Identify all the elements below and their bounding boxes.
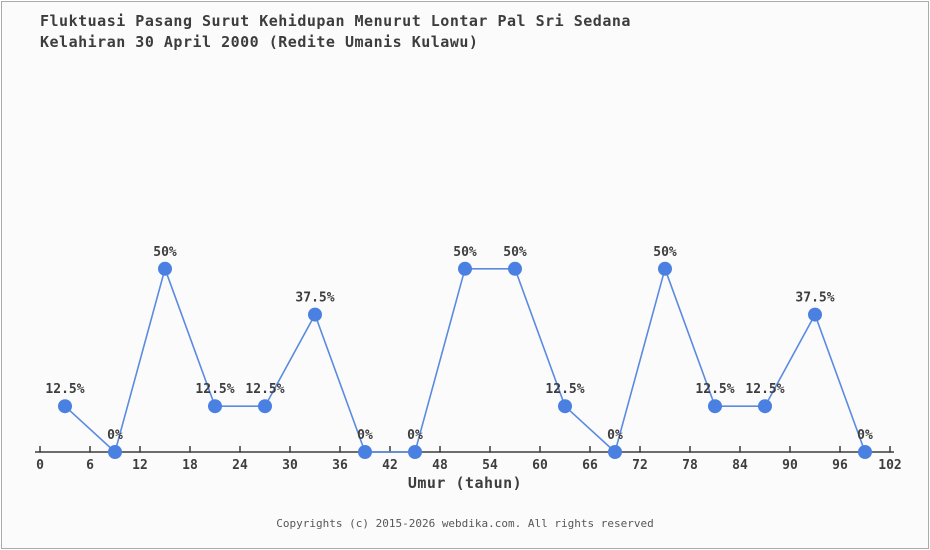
data-point-label: 0% (107, 428, 123, 443)
data-point-label: 12.5% (745, 382, 784, 397)
data-point (408, 445, 422, 459)
data-point (158, 261, 172, 276)
x-axis-tick-label: 90 (782, 458, 798, 473)
x-axis-tick-label: 84 (732, 458, 748, 473)
data-point-label: 12.5% (545, 382, 584, 397)
data-point-label: 0% (857, 428, 873, 443)
x-axis-tick-label: 30 (282, 458, 298, 473)
x-axis-tick-label: 78 (682, 458, 698, 473)
x-axis-tick-label: 60 (532, 458, 548, 473)
data-points: 12.5% 0% 50% 12.5% 12.5% 37.5% 0% 0% 50% 50% 12.5%… (45, 245, 873, 459)
data-point-label: 50% (153, 245, 177, 260)
x-axis-tick-label: 42 (382, 458, 398, 473)
x-axis-tick-label: 54 (482, 458, 498, 473)
x-axis-tick-label: 18 (182, 458, 198, 473)
data-point (708, 399, 722, 414)
x-axis-tick-label: 48 (432, 458, 448, 473)
x-axis-tick-label: 102 (878, 458, 901, 473)
data-point (358, 445, 372, 459)
data-point-label: 37.5% (795, 291, 834, 306)
data-point (558, 399, 572, 414)
x-axis-tick-label: 66 (582, 458, 598, 473)
data-point (858, 445, 872, 459)
data-point-label: 12.5% (695, 382, 734, 397)
chart-title-line2: Kelahiran 30 April 2000 (Redite Umanis K… (40, 33, 479, 51)
data-point (108, 445, 122, 459)
data-point (758, 399, 772, 414)
data-point (308, 307, 322, 322)
data-point (608, 445, 622, 459)
data-point (258, 399, 272, 414)
data-point-label: 50% (653, 245, 677, 260)
copyright-footer: Copyrights (c) 2015-2026 webdika.com. Al… (276, 517, 654, 530)
chart-title: Fluktuasi Pasang Surut Kehidupan Menurut… (40, 11, 631, 53)
x-axis: 0 6 12 18 24 30 36 42 48 54 60 66 72 78 84 90 96 102 (35, 446, 902, 473)
data-point (658, 261, 672, 276)
data-point (58, 399, 72, 414)
data-point-label: 0% (357, 428, 373, 443)
data-point-label: 12.5% (195, 382, 234, 397)
data-point-label: 0% (407, 428, 423, 443)
x-axis-title: Umur (tahun) (407, 474, 523, 492)
data-point-label: 50% (503, 245, 527, 260)
x-axis-tick-label: 72 (632, 458, 648, 473)
data-point-label: 0% (607, 428, 623, 443)
x-axis-tick-label: 36 (332, 458, 348, 473)
data-point-label: 37.5% (295, 291, 334, 306)
x-axis-tick-label: 24 (232, 458, 248, 473)
chart-title-line1: Fluktuasi Pasang Surut Kehidupan Menurut… (40, 12, 631, 30)
x-axis-tick-label: 12 (132, 458, 148, 473)
x-axis-tick-label: 0 (36, 458, 44, 473)
data-point (208, 399, 222, 414)
data-point (458, 261, 472, 276)
data-point-label: 50% (453, 245, 477, 260)
data-point (808, 307, 822, 322)
data-line (64, 266, 866, 454)
data-point (508, 261, 522, 276)
data-point-label: 12.5% (245, 382, 284, 397)
x-axis-tick-label: 6 (86, 458, 94, 473)
x-axis-tick-label: 96 (832, 458, 848, 473)
data-point-label: 12.5% (45, 382, 84, 397)
